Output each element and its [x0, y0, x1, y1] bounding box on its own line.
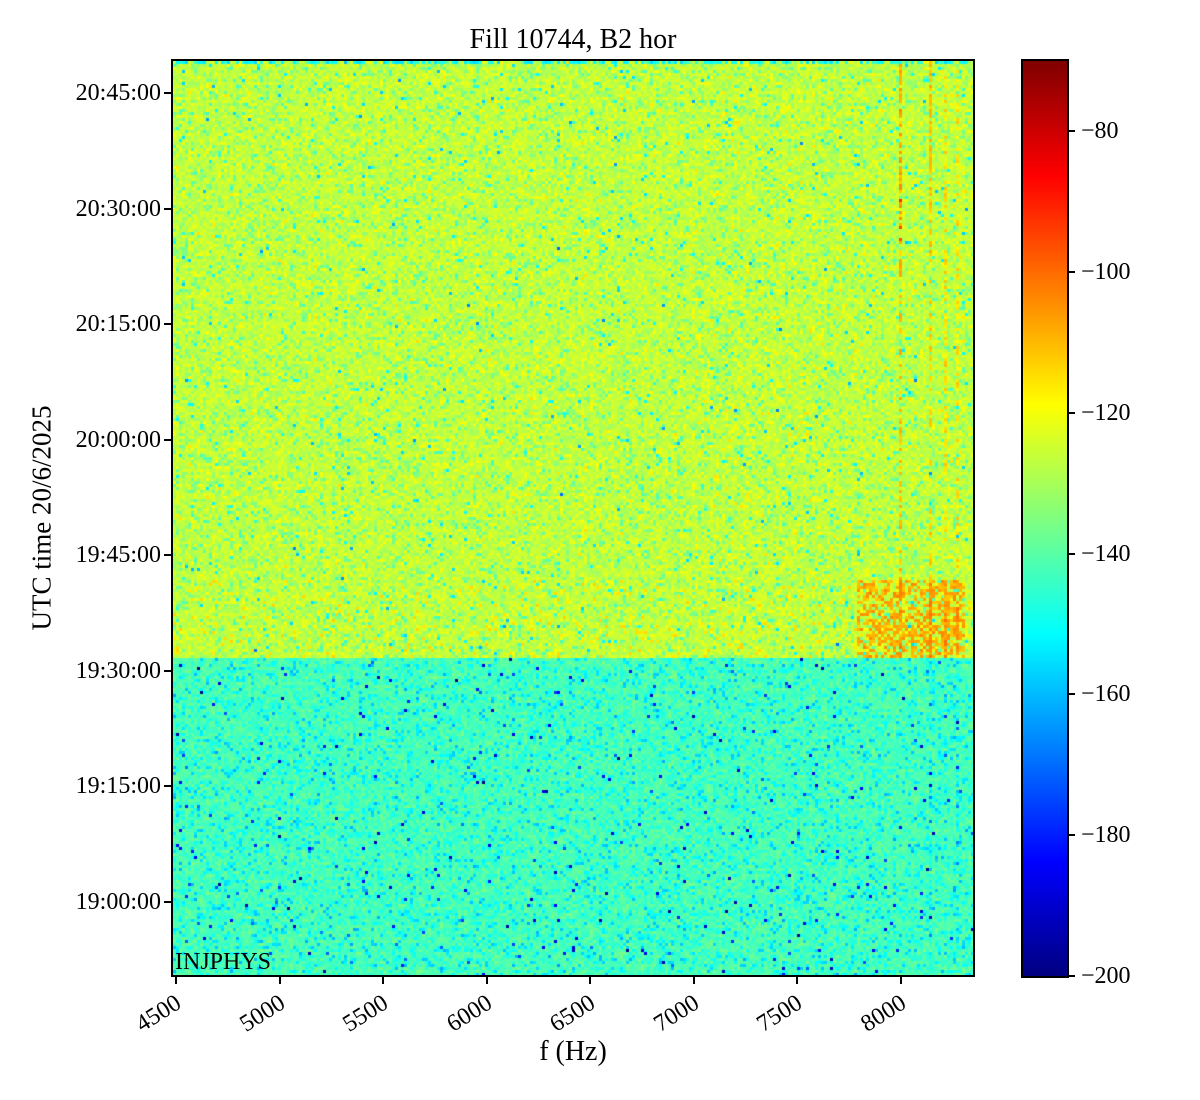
x-tick-label: 5500	[338, 989, 393, 1038]
y-tick-label: 19:30:00	[75, 657, 161, 684]
y-tick-label: 19:45:00	[75, 542, 161, 569]
colorbar-tick-label: −100	[1081, 259, 1131, 286]
colorbar-tick-label: −80	[1081, 118, 1119, 145]
x-tick-label: 6000	[441, 989, 497, 1038]
y-tick-mark	[164, 438, 173, 441]
x-tick-label: 7000	[648, 989, 704, 1038]
y-tick-mark	[164, 207, 173, 210]
y-tick-label: 20:15:00	[75, 311, 161, 338]
colorbar-tick-mark	[1067, 552, 1075, 555]
colorbar-tick-label: −200	[1081, 963, 1131, 989]
colorbar-canvas	[1023, 61, 1067, 976]
y-tick-mark	[164, 92, 173, 95]
y-tick-label: 20:45:00	[75, 80, 161, 107]
y-tick-label: 19:15:00	[75, 773, 161, 800]
colorbar-tick-mark	[1067, 975, 1075, 977]
y-tick-mark	[164, 554, 173, 557]
y-tick-label: 20:00:00	[75, 426, 161, 453]
x-tick-mark	[589, 975, 592, 984]
plot-area: INJPHYS	[171, 59, 975, 977]
colorbar-tick-mark	[1067, 411, 1075, 414]
x-tick-mark	[796, 975, 799, 984]
colorbar	[1021, 59, 1069, 978]
x-tick-label: 5000	[235, 989, 290, 1038]
x-tick-label: 6500	[545, 989, 600, 1038]
x-tick-mark	[485, 975, 488, 984]
colorbar-tick-label: −140	[1081, 540, 1131, 567]
x-tick-mark	[382, 975, 385, 984]
colorbar-tick-label: −120	[1081, 399, 1131, 426]
x-tick-mark	[899, 975, 902, 984]
x-tick-label: 4500	[131, 989, 186, 1038]
x-tick-mark	[692, 975, 695, 984]
y-tick-label: 19:00:00	[75, 888, 161, 915]
y-axis-label: UTC time 20/6/2025	[26, 405, 57, 631]
x-tick-mark	[278, 975, 281, 984]
spectrogram-canvas	[173, 61, 973, 975]
colorbar-tick-label: −160	[1081, 681, 1131, 708]
x-tick-label: 7500	[752, 989, 807, 1038]
x-axis-label: f (Hz)	[539, 1036, 607, 1067]
y-tick-mark	[164, 785, 173, 788]
injphys-annotation: INJPHYS	[175, 949, 272, 975]
colorbar-tick-mark	[1067, 130, 1075, 133]
y-tick-mark	[164, 669, 173, 672]
y-tick-mark	[164, 323, 173, 326]
colorbar-tick-label: −180	[1081, 822, 1131, 849]
colorbar-tick-mark	[1067, 834, 1075, 837]
y-tick-mark	[164, 900, 173, 903]
colorbar-tick-mark	[1067, 693, 1075, 696]
y-tick-label: 20:30:00	[75, 195, 161, 222]
x-tick-label: 8000	[855, 989, 911, 1038]
x-tick-mark	[175, 975, 178, 984]
plot-title: Fill 10744, B2 hor	[469, 24, 677, 55]
colorbar-tick-mark	[1067, 271, 1075, 274]
